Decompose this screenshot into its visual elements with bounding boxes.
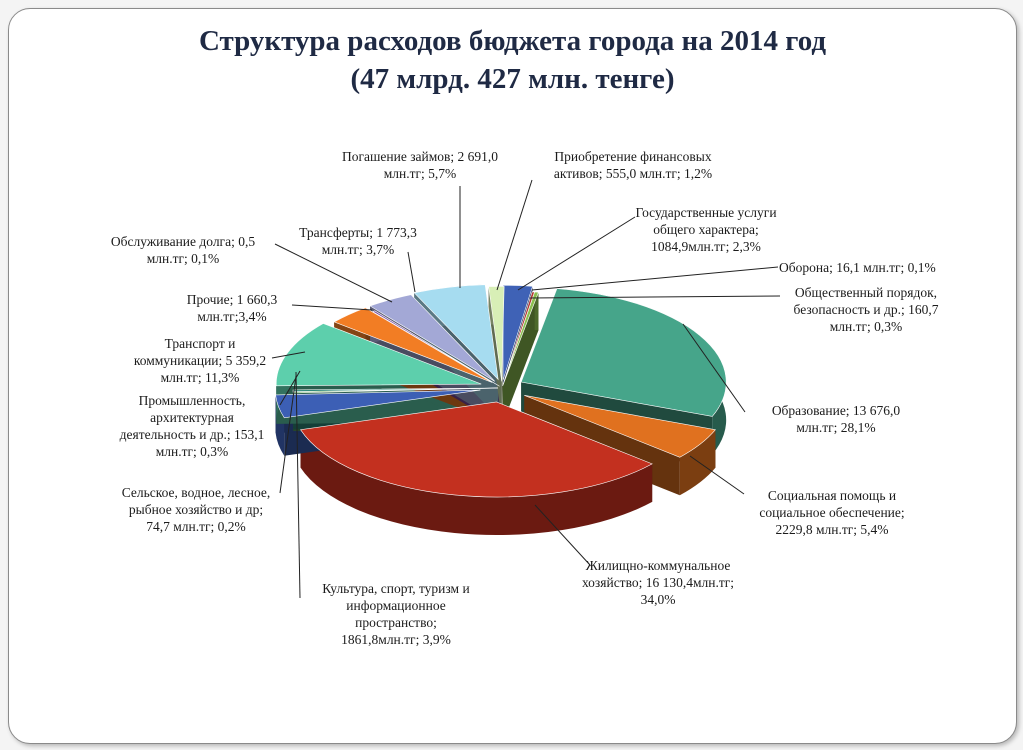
slice-label: Погашение займов; 2 691,0 млн.тг; 5,7% — [342, 148, 498, 182]
leader-line — [291, 304, 373, 311]
leader-line — [295, 371, 301, 599]
slice-label-line: архитектурная — [150, 410, 234, 425]
slice-label-line: Жилищно-коммунальное — [585, 558, 731, 573]
slice-label-line: млн.тг; 3,7% — [321, 242, 395, 257]
slice-label: Культура, спорт, туризм и информационное п… — [322, 580, 469, 648]
pie-slice-side — [679, 429, 716, 496]
slice-label-line: млн.тг;3,4% — [197, 309, 267, 324]
slice-label-line: общего характера; — [653, 222, 759, 237]
slice-label: Общественный порядок, безопасность и др.;… — [794, 284, 939, 335]
slice-label-line: млн.тг; 11,3% — [160, 370, 240, 385]
slice-label-line: деятельность и др.; 153,1 — [119, 427, 265, 442]
pie-slice — [275, 323, 482, 387]
pie-slice — [333, 307, 493, 383]
leader-line — [534, 504, 591, 566]
pie-tops — [275, 284, 727, 498]
leader-line — [274, 243, 393, 303]
slice-label: Обслуживание долга; 0,5 млн.тг; 0,1% — [111, 233, 255, 267]
slice-label: Приобретение финансовых активов; 555,0 мл… — [554, 148, 712, 182]
slice-label: Промышленность, архитектурная деятельность… — [120, 392, 265, 460]
slice-label-line: Приобретение финансовых — [554, 149, 712, 164]
slice-label-line: млн.тг; 0,1% — [146, 251, 220, 266]
pie-slice — [413, 284, 499, 381]
pie-slice — [300, 401, 653, 498]
slice-label-line: 2229,8 млн.тг; 5,4% — [775, 522, 889, 537]
slice-label: Образование; 13 676,0 млн.тг; 28,1% — [772, 402, 900, 436]
pie-slice — [488, 286, 505, 382]
pie-slice-wall — [502, 292, 539, 424]
slice-label-line: Общественный порядок, — [794, 285, 938, 300]
slice-label-line: млн.тг; 0,3% — [829, 319, 903, 334]
slice-label-line: Прочие; 1 660,3 — [186, 292, 278, 307]
pie-slice-side — [300, 429, 653, 535]
slice-label-line: Социальная помощь и — [767, 488, 897, 503]
slice-label: Транспорт и коммуникации; 5 359,2 млн.тг; … — [134, 335, 266, 386]
leader-line — [689, 455, 745, 495]
slice-label: Прочие; 1 660,3 млн.тг;3,4% — [187, 291, 278, 325]
leader-line — [517, 216, 636, 291]
pie-slice — [502, 285, 533, 381]
pie-slice — [524, 395, 716, 458]
slice-label-line: 1084,9млн.тг; 2,3% — [651, 239, 761, 254]
slice-label-line: Сельское, водное, лесное, — [121, 485, 271, 500]
slice-label-line: 74,7 млн.тг; 0,2% — [146, 519, 246, 534]
slice-label-line: Государственные услуги — [635, 205, 777, 220]
slice-label-line: Культура, спорт, туризм и — [322, 581, 470, 596]
slice-label-line: млн.тг; 28,1% — [796, 420, 876, 435]
slice-label-line: рыбное хозяйство и др; — [128, 502, 264, 517]
slice-label-line: социальное обеспечение; — [759, 505, 905, 520]
slice-label-line: активов; 555,0 млн.тг; 1,2% — [553, 166, 713, 181]
slice-label-line: Промышленность, — [138, 393, 246, 408]
leader-line — [531, 266, 779, 291]
leader-line — [279, 370, 301, 406]
slice-label-line: Трансферты; 1 773,3 — [299, 225, 417, 240]
pie-slice-side — [534, 291, 539, 331]
slice-label-line: хозяйство; 16 130,4млн.тг; — [581, 575, 735, 590]
slice-label-line: безопасность и др.; 160,7 — [793, 302, 939, 317]
pie-slice — [520, 288, 727, 417]
leader-line — [279, 375, 297, 494]
chart-title: Структура расходов бюджета города на 201… — [198, 25, 827, 57]
slice-label-line: информационное — [346, 598, 446, 613]
leader-line — [529, 295, 781, 299]
slice-label-line: Оборона; 16,1 млн.тг; 0,1% — [779, 260, 936, 275]
slice-label: Жилищно-коммунальное хозяйство; 16 130,4м… — [582, 557, 734, 608]
leader-lines — [271, 179, 781, 599]
slice-label-line: Погашение займов; 2 691,0 — [341, 149, 499, 164]
leader-line — [271, 351, 306, 359]
slice-label-line: млн.тг; 5,7% — [383, 166, 457, 181]
slice-label: Социальная помощь и социальное обеспечени… — [759, 487, 904, 538]
leader-line — [682, 323, 746, 413]
slice-label: Государственные услуги общего характера; 1… — [635, 204, 776, 255]
slice-label-line: Транспорт и — [164, 336, 236, 351]
leader-line — [496, 179, 533, 291]
slice-label: Оборона; 16,1 млн.тг; 0,1% — [779, 259, 936, 276]
pie-slice — [369, 294, 496, 382]
slice-label-line: 34,0% — [640, 592, 676, 607]
slice-label-line: коммуникации; 5 359,2 — [133, 353, 267, 368]
slice-label-line: Образование; 13 676,0 — [771, 403, 901, 418]
slice-label: Сельское, водное, лесное, рыбное хозяйств… — [122, 484, 271, 535]
slice-label-line: пространство; — [355, 615, 437, 630]
pie-slice — [275, 389, 481, 419]
pie-slice — [372, 310, 500, 387]
slice-label: Трансферты; 1 773,3 млн.тг; 3,7% — [299, 224, 417, 258]
slice-label-line: 1861,8млн.тг; 3,9% — [341, 632, 451, 647]
slice-label-line: Обслуживание долга; 0,5 — [110, 234, 256, 249]
pie-slice — [502, 291, 539, 386]
slice-label-line: млн.тг; 0,3% — [155, 444, 229, 459]
pie-slice — [292, 387, 499, 392]
leader-line — [407, 251, 416, 293]
chart-subtitle: (47 млрд. 427 млн. тенге) — [350, 63, 675, 95]
